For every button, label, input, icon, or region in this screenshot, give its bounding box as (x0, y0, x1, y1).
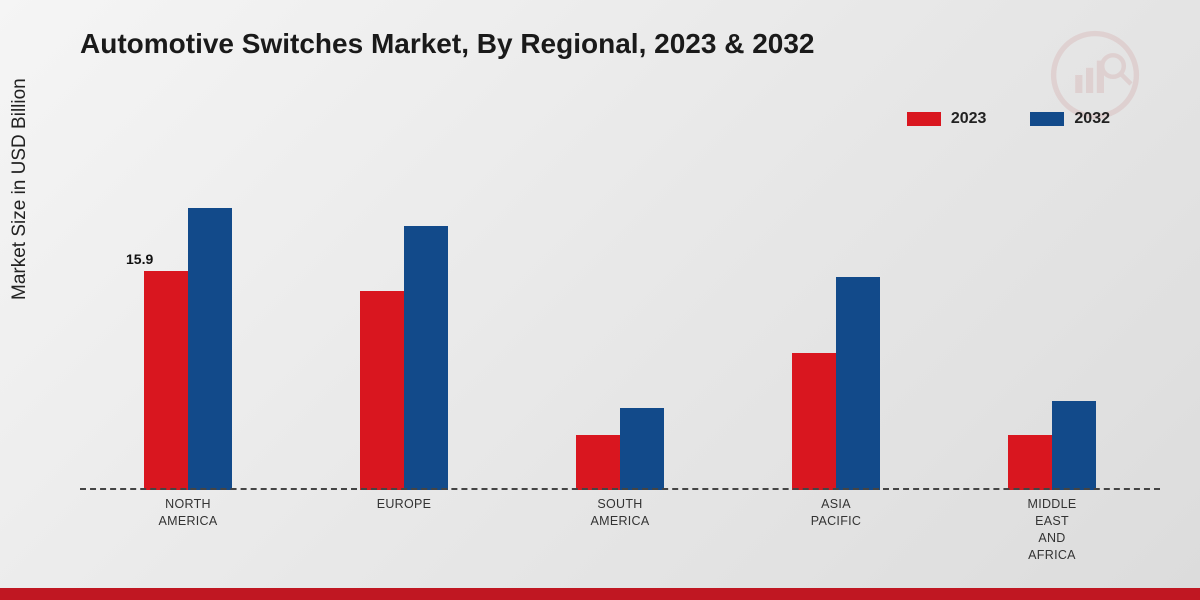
bar (404, 226, 448, 490)
x-axis-category-label: NORTHAMERICA (118, 496, 258, 564)
plot-area: 15.9 (80, 160, 1160, 490)
bar (792, 353, 836, 491)
legend-label-2032: 2032 (1074, 110, 1110, 128)
bar-value-label: 15.9 (126, 251, 153, 267)
x-axis-baseline (80, 488, 1160, 490)
bar (360, 291, 404, 490)
legend-label-2023: 2023 (951, 110, 987, 128)
bar-group (334, 160, 474, 490)
x-axis-category-label: SOUTHAMERICA (550, 496, 690, 564)
bar-group (982, 160, 1122, 490)
legend-item-2032: 2032 (1030, 110, 1110, 128)
bar (188, 208, 232, 490)
legend-swatch-2023 (907, 112, 941, 126)
bar (144, 271, 188, 490)
y-axis-label: Market Size in USD Billion (9, 78, 31, 300)
bar (620, 408, 664, 491)
bar-group: 15.9 (118, 160, 258, 490)
legend: 2023 2032 (907, 110, 1110, 128)
x-axis-labels: NORTHAMERICA EUROPE SOUTHAMERICA ASIAPACIFI… (80, 496, 1160, 564)
chart-container: Automotive Switches Market, By Regional,… (0, 0, 1200, 600)
bar-groups: 15.9 (80, 160, 1160, 490)
watermark-logo-icon (1050, 30, 1140, 120)
bar (576, 435, 620, 490)
legend-swatch-2032 (1030, 112, 1064, 126)
x-axis-category-label: ASIAPACIFIC (766, 496, 906, 564)
bar (836, 277, 880, 490)
footer-accent-bar (0, 588, 1200, 600)
bar-group (766, 160, 906, 490)
x-axis-category-label: MIDDLEEASTANDAFRICA (982, 496, 1122, 564)
bar (1008, 435, 1052, 490)
chart-title: Automotive Switches Market, By Regional,… (80, 28, 814, 60)
bar (1052, 401, 1096, 490)
bar-group (550, 160, 690, 490)
legend-item-2023: 2023 (907, 110, 987, 128)
x-axis-category-label: EUROPE (334, 496, 474, 564)
